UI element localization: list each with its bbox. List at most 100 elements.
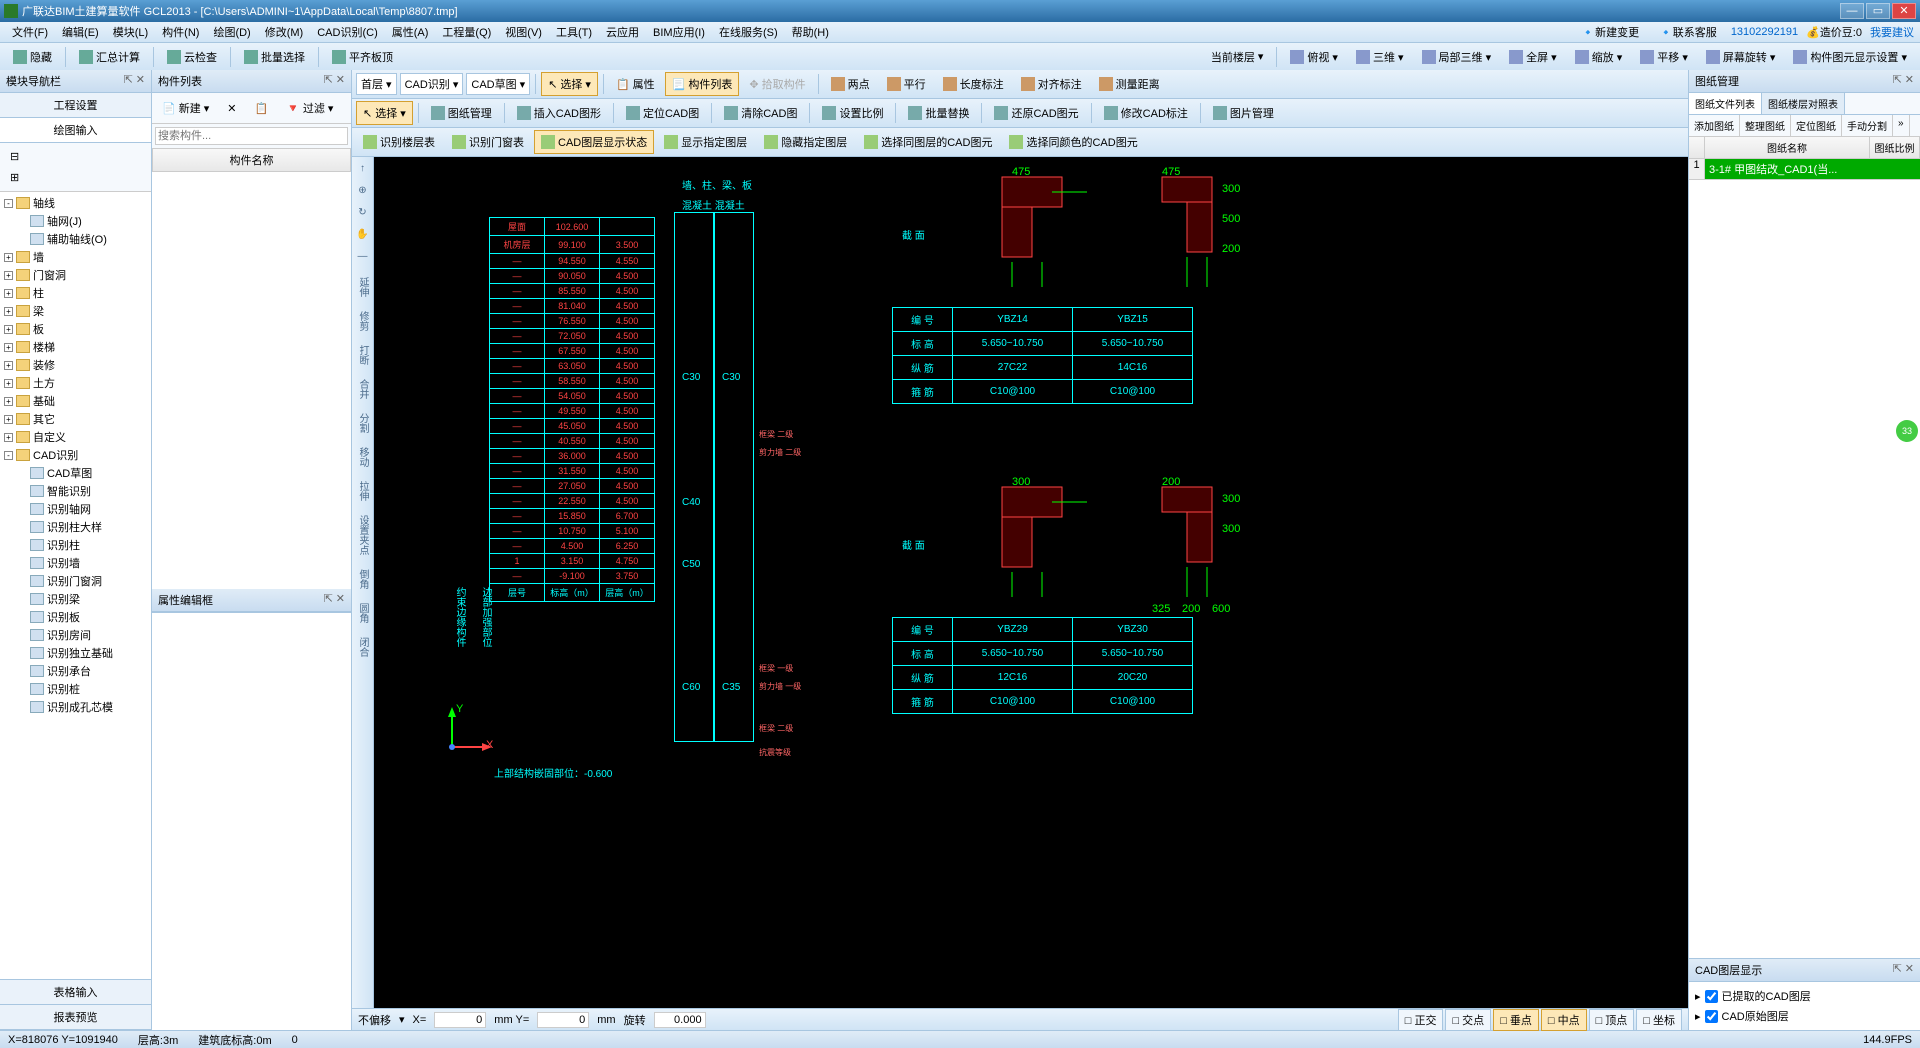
floater-badge[interactable]: 33 [1896, 420, 1918, 442]
canvas-tool[interactable]: 选择同图层的CAD图元 [857, 130, 999, 154]
view-button[interactable]: 缩放 ▾ [1568, 45, 1630, 69]
tree-node[interactable]: 识别柱大样 [2, 518, 149, 536]
vtool-icon[interactable]: ↑ [355, 163, 371, 179]
vtool-label[interactable]: 拉伸 [355, 481, 370, 501]
tree-node[interactable]: 识别梁 [2, 590, 149, 608]
tree-node[interactable]: +装修 [2, 356, 149, 374]
component-list-button[interactable]: 📃 构件列表 [665, 72, 740, 96]
menu-item[interactable]: 绘图(D) [207, 22, 256, 42]
copy-icon[interactable]: 📋 [247, 98, 275, 119]
vtool-icon[interactable]: ↻ [355, 207, 371, 223]
vtool-icon[interactable]: ⊕ [355, 185, 371, 201]
snap-button[interactable]: □ 正交 [1398, 1009, 1444, 1031]
drawing-row[interactable]: 1 3-1# 甲图结改_CAD1(当... [1689, 159, 1920, 180]
toolbar-button[interactable]: 云检查 [160, 45, 224, 69]
no-offset-label[interactable]: 不偏移 [358, 1012, 391, 1028]
menu-item[interactable]: 属性(A) [386, 22, 435, 42]
tab-draw-input[interactable]: 绘图输入 [0, 118, 151, 143]
drawing-toolbar-button[interactable]: 手动分割 [1842, 115, 1893, 136]
canvas-tool[interactable]: 还原CAD图元 [987, 101, 1085, 125]
canvas-tool[interactable]: 插入CAD图形 [510, 101, 608, 125]
menu-item[interactable]: 构件(N) [156, 22, 205, 42]
layer-node[interactable]: ▸ 已提取的CAD图层 [1693, 986, 1916, 1006]
canvas-tool[interactable]: 测量距离 [1092, 72, 1167, 96]
toolbar-button[interactable]: 隐藏 [6, 45, 59, 69]
tree-node[interactable]: 识别成孔芯模 [2, 698, 149, 716]
canvas-tool[interactable]: 两点 [824, 72, 877, 96]
filter-button[interactable]: 🔻 过滤 ▾ [279, 96, 340, 120]
vtool-label[interactable]: 移动 [355, 447, 370, 467]
menu-item[interactable]: 云应用 [600, 22, 645, 42]
tree-node[interactable]: +门窗洞 [2, 266, 149, 284]
tree-node[interactable]: -CAD识别 [2, 446, 149, 464]
menu-item[interactable]: 视图(V) [499, 22, 548, 42]
tree-node[interactable]: 辅助轴线(O) [2, 230, 149, 248]
canvas-tool[interactable]: 图纸管理 [424, 101, 499, 125]
tab-drawing-files[interactable]: 图纸文件列表 [1689, 93, 1762, 114]
tree-node[interactable]: +其它 [2, 410, 149, 428]
tree-node[interactable]: 识别桩 [2, 680, 149, 698]
menu-item[interactable]: 文件(F) [6, 22, 54, 42]
tab-table-input[interactable]: 表格输入 [0, 980, 151, 1005]
tree-node[interactable]: 识别墙 [2, 554, 149, 572]
menu-item[interactable]: 编辑(E) [56, 22, 105, 42]
tree-node[interactable]: CAD草图 [2, 464, 149, 482]
tree-node[interactable]: 识别独立基础 [2, 644, 149, 662]
x-input[interactable] [434, 1012, 486, 1028]
menu-extra-item[interactable]: 🔹联系客服 [1653, 22, 1723, 42]
view-button[interactable]: 局部三维 ▾ [1415, 45, 1499, 69]
delete-icon[interactable]: ✕ [220, 98, 243, 119]
vtool-label[interactable]: 设置夹点 [355, 515, 370, 555]
view-button[interactable]: 三维 ▾ [1349, 45, 1411, 69]
vtool-label[interactable]: 圆角 [355, 603, 370, 623]
minimize-button[interactable]: — [1840, 3, 1864, 19]
select-button2[interactable]: ↖ 选择 ▾ [356, 101, 413, 125]
tab-report-preview[interactable]: 报表预览 [0, 1005, 151, 1030]
view-button[interactable]: 构件图元显示设置 ▾ [1786, 45, 1914, 69]
maximize-button[interactable]: ▭ [1866, 3, 1890, 19]
canvas-tool[interactable]: 选择同颜色的CAD图元 [1002, 130, 1144, 154]
tree-node[interactable]: 识别柱 [2, 536, 149, 554]
vtool-label[interactable]: 分割 [355, 413, 370, 433]
feedback-link[interactable]: 我要建议 [1870, 24, 1914, 40]
canvas-tool[interactable]: 显示指定图层 [657, 130, 754, 154]
select-button[interactable]: ↖ 选择 ▾ [541, 72, 598, 96]
tree-node[interactable]: 识别轴网 [2, 500, 149, 518]
canvas-tool[interactable]: 长度标注 [936, 72, 1011, 96]
view-button[interactable]: 平移 ▾ [1633, 45, 1695, 69]
canvas-tool[interactable]: 设置比例 [815, 101, 890, 125]
tree-node[interactable]: 识别房间 [2, 626, 149, 644]
canvas-tool[interactable]: 批量替换 [901, 101, 976, 125]
user-id[interactable]: 13102292191 [1731, 26, 1798, 38]
menu-item[interactable]: CAD识别(C) [311, 22, 384, 42]
vtool-label[interactable]: 合并 [355, 379, 370, 399]
menu-item[interactable]: 帮助(H) [786, 22, 835, 42]
menu-extra-item[interactable]: 🔹新建变更 [1575, 22, 1645, 42]
drawing-toolbar-button[interactable]: 整理图纸 [1740, 115, 1791, 136]
tree-node[interactable]: 识别承台 [2, 662, 149, 680]
canvas-tool[interactable]: 平行 [880, 72, 933, 96]
toolbar-button[interactable]: 批量选择 [237, 45, 312, 69]
angle-input[interactable] [654, 1012, 706, 1028]
tree-node[interactable]: +梁 [2, 302, 149, 320]
menu-item[interactable]: BIM应用(I) [647, 22, 711, 42]
cad-draft-select[interactable]: CAD草图 ▾ [466, 73, 530, 95]
canvas-tool[interactable]: 隐藏指定图层 [757, 130, 854, 154]
floor-select[interactable]: 首层 ▾ [356, 73, 397, 95]
snap-button[interactable]: □ 顶点 [1589, 1009, 1635, 1031]
menu-item[interactable]: 工程量(Q) [436, 22, 497, 42]
tree-node[interactable]: 识别门窗洞 [2, 572, 149, 590]
tree-collapse-icon[interactable]: ⊟ [3, 146, 148, 167]
layer-node[interactable]: ▸ CAD原始图层 [1693, 1006, 1916, 1026]
canvas-tool[interactable]: 图片管理 [1206, 101, 1281, 125]
canvas-tool[interactable]: 对齐标注 [1014, 72, 1089, 96]
drawing-toolbar-button[interactable]: 定位图纸 [1791, 115, 1842, 136]
vtool-label[interactable]: 打断 [355, 345, 370, 365]
tree-node[interactable]: +土方 [2, 374, 149, 392]
tree-node[interactable]: +板 [2, 320, 149, 338]
snap-button[interactable]: □ 交点 [1445, 1009, 1491, 1031]
menu-item[interactable]: 在线服务(S) [713, 22, 784, 42]
attr-button[interactable]: 📋 属性 [609, 72, 662, 96]
tree-expand-icon[interactable]: ⊞ [3, 167, 148, 188]
y-input[interactable] [537, 1012, 589, 1028]
